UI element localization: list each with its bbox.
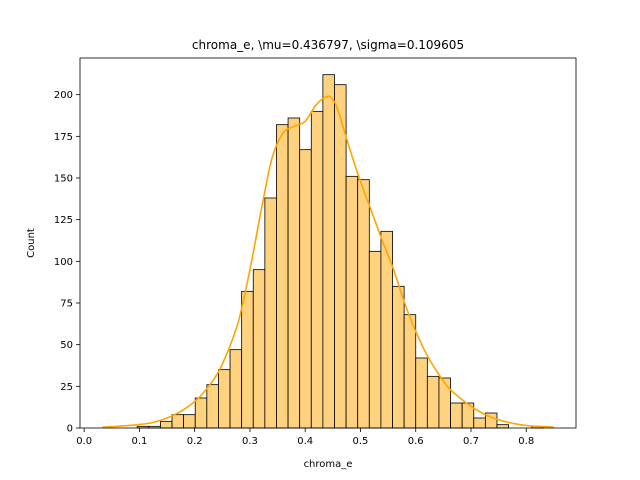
histogram-bar — [241, 290, 254, 429]
histogram-bar — [450, 402, 463, 429]
x-tick-label: 0.5 — [353, 436, 369, 447]
histogram-bar — [287, 117, 301, 429]
y-axis-ticks: 0 25 50 75 100 125 150 175 200 — [54, 90, 80, 435]
histogram-bar — [171, 414, 185, 429]
histogram-bar — [229, 349, 243, 429]
y-tick-label: 100 — [54, 257, 73, 268]
x-tick-label: 0.0 — [76, 436, 92, 447]
histogram-bar — [403, 314, 417, 429]
y-tick-label: 75 — [60, 299, 73, 310]
x-tick-label: 0.8 — [518, 436, 534, 447]
histogram-bar — [357, 179, 370, 429]
x-tick-label: 0.1 — [131, 436, 147, 447]
x-tick-label: 0.7 — [463, 436, 479, 447]
histogram-bar — [183, 414, 196, 429]
histogram-bar — [415, 357, 428, 429]
histogram-bar — [160, 420, 173, 429]
histogram-bar — [218, 369, 231, 429]
plot-frame — [79, 57, 577, 429]
x-tick-label: 0.6 — [408, 436, 424, 447]
x-tick-label: 0.2 — [187, 436, 203, 447]
y-tick-label: 25 — [60, 382, 73, 393]
histogram-bar — [264, 197, 277, 429]
histogram-bar — [322, 74, 335, 429]
x-axis-title: chroma_e — [304, 459, 353, 470]
histogram-bar — [252, 269, 266, 429]
histogram-bar — [345, 175, 359, 429]
x-axis-ticks: 0.0 0.1 0.2 0.3 0.4 0.5 0.6 0.7 0.8 — [76, 428, 534, 447]
histogram-bar — [276, 124, 289, 429]
histogram-bar — [334, 84, 347, 429]
y-tick-label: 125 — [54, 215, 73, 226]
histogram-bar — [473, 417, 486, 429]
y-tick-label: 50 — [60, 340, 73, 351]
histogram-bar — [426, 375, 440, 429]
histogram-bar — [496, 424, 509, 429]
histogram-bar — [299, 149, 312, 429]
kde-curve — [102, 95, 554, 428]
histogram-bar — [438, 377, 451, 429]
chart-title: chroma_e, \mu=0.436797, \sigma=0.109605 — [192, 38, 464, 52]
histogram-bar — [206, 384, 219, 429]
y-tick-label: 0 — [67, 424, 73, 435]
y-tick-label: 200 — [54, 90, 73, 101]
histogram-bar — [368, 250, 382, 429]
y-tick-label: 175 — [54, 132, 73, 143]
histogram-bar — [310, 110, 324, 429]
y-axis-title: Count — [26, 228, 37, 258]
histogram-bar — [392, 285, 405, 429]
y-tick-label: 150 — [54, 174, 73, 185]
kde-layer — [102, 95, 554, 428]
x-tick-label: 0.4 — [297, 436, 313, 447]
histogram-bar — [194, 397, 208, 429]
x-tick-label: 0.3 — [242, 436, 258, 447]
